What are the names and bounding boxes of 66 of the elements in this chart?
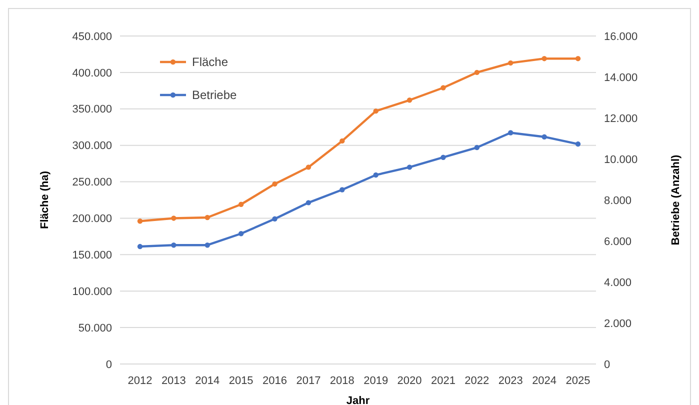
- point: [340, 187, 345, 192]
- y2-tick-label: 16.000: [604, 30, 638, 43]
- point: [575, 141, 581, 147]
- x-tick-label: 2020: [397, 375, 422, 387]
- y2-tick-label: 12.000: [604, 112, 638, 125]
- point: [272, 181, 278, 187]
- x-tick-label: 2017: [296, 375, 321, 387]
- point: [171, 216, 176, 221]
- y2-tick-label: 8.000: [604, 194, 632, 207]
- x-tick-label: 2016: [262, 375, 288, 387]
- x-tick-label: 2021: [430, 375, 456, 387]
- x-tick-label: 2025: [566, 375, 590, 387]
- y-tick-label: 350.000: [72, 104, 112, 116]
- y-tick-label: 0: [106, 358, 112, 371]
- point: [272, 216, 278, 222]
- point: [171, 242, 176, 248]
- x-tick-label: 2014: [195, 375, 220, 387]
- point: [306, 164, 312, 170]
- legend-label: Betriebe: [192, 88, 238, 102]
- y2-tick-label: 0: [604, 358, 610, 371]
- point: [137, 218, 143, 224]
- y2-tick-label: 4.000: [604, 276, 632, 289]
- point: [575, 56, 581, 62]
- y-tick-label: 50.000: [78, 322, 112, 334]
- point: [238, 202, 244, 207]
- point: [542, 56, 547, 62]
- point: [406, 164, 412, 170]
- point: [508, 60, 514, 66]
- legend-label: Fläche: [192, 55, 228, 70]
- point: [406, 98, 412, 103]
- point: [440, 85, 446, 90]
- point: [440, 154, 446, 160]
- point: [306, 200, 312, 206]
- point: [542, 134, 547, 140]
- y2-tick-label: 2.000: [604, 318, 632, 330]
- x-tick-label: 2019: [364, 375, 388, 387]
- point: [373, 172, 378, 178]
- y2-tick-label: 6.000: [604, 236, 632, 248]
- x-tick-label: 2018: [330, 375, 354, 387]
- point: [508, 130, 514, 136]
- y-tick-label: 150.000: [72, 250, 112, 262]
- y-axis-title: Fläche (ha): [39, 170, 51, 230]
- x-tick-label: 2013: [161, 375, 186, 387]
- point: [474, 144, 480, 150]
- y2-axis-title: Betriebe (Anzahl): [670, 154, 682, 246]
- y-tick-label: 250.000: [72, 176, 112, 189]
- y-tick-label: 450.000: [72, 30, 112, 43]
- point: [137, 244, 143, 250]
- point: [474, 70, 480, 76]
- x-tick-label: 2024: [532, 375, 557, 387]
- x-tick-label: 2015: [228, 375, 254, 387]
- point: [373, 108, 378, 114]
- x-tick-label: 2012: [128, 375, 152, 387]
- y2-tick-label: 14.000: [604, 72, 638, 84]
- y-tick-label: 200.000: [72, 213, 112, 226]
- point: [238, 231, 244, 236]
- y-tick-label: 100.000: [72, 286, 112, 298]
- point: [340, 138, 345, 144]
- y2-tick-label: 10.000: [604, 154, 638, 166]
- x-tick-label: 2023: [498, 375, 523, 387]
- x-axis-title: Jahr: [346, 395, 370, 405]
- x-tick-label: 2022: [464, 375, 490, 387]
- point: [204, 214, 210, 220]
- point: [204, 242, 210, 248]
- y-tick-label: 300.000: [72, 140, 112, 152]
- y-tick-label: 400.000: [72, 67, 112, 80]
